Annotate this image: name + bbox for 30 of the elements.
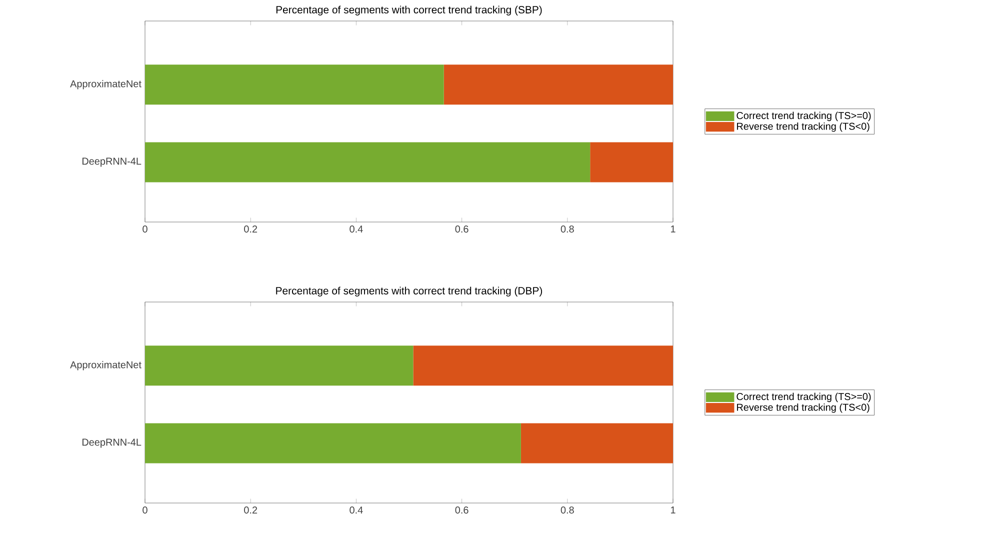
bar: [520, 423, 674, 464]
y-tick-label: ApproximateNet: [70, 360, 142, 370]
bar: [413, 346, 674, 386]
bar: [145, 64, 444, 105]
legend-label: Reverse trend tracking (TS<0): [737, 403, 870, 413]
y-tick-label: DeepRNN-4L: [82, 158, 142, 167]
chart-title: Percentage of segments with correct trend tracking (SBP): [276, 6, 542, 16]
bar: [590, 142, 674, 182]
bar: [444, 64, 674, 105]
x-tick-label: 0.8: [560, 226, 574, 233]
x-tick-label: 0: [142, 506, 148, 514]
legend-label: Reverse trend tracking (TS<0): [737, 122, 870, 132]
x-tick-label: 0.6: [455, 506, 468, 514]
y-tick-label: ApproximateNet: [70, 80, 142, 90]
bar: [145, 423, 521, 464]
y-tick-label: DeepRNN-4L: [82, 438, 142, 448]
x-tick-label: 0.2: [244, 506, 258, 514]
x-tick-label: 0.4: [350, 506, 363, 514]
bar: [145, 346, 414, 386]
x-tick-label: 1: [671, 226, 676, 232]
x-tick-label: 0: [142, 226, 148, 233]
legend-label: Correct trend tracking (TS>=0): [736, 112, 871, 122]
x-tick-label: 0.2: [244, 226, 258, 233]
x-tick-label: 0.4: [350, 226, 363, 233]
chart-title: Percentage of segments with correct trend tracking (DBP): [276, 286, 542, 297]
x-tick-label: 1: [671, 506, 676, 514]
bar: [145, 142, 590, 182]
x-tick-label: 0.8: [560, 506, 574, 514]
legend-label: Correct trend tracking (TS>=0): [736, 392, 871, 402]
x-tick-label: 0.6: [455, 226, 468, 233]
